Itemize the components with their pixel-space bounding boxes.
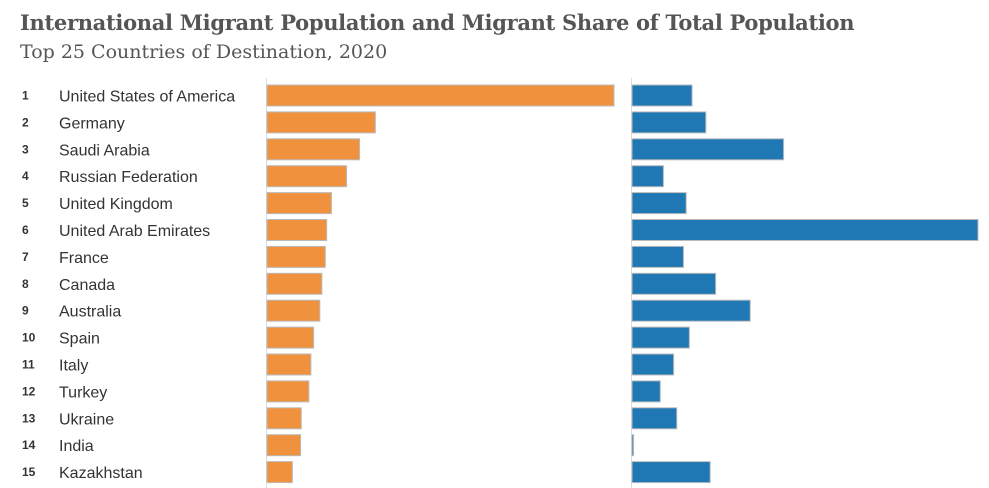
share-bar [631,138,785,161]
share-bar [631,272,717,295]
rank-label: 14 [22,438,36,452]
share-bar [631,434,635,457]
population-bar [266,461,293,484]
country-label: Russian Federation [59,169,198,186]
rank-label: 6 [22,223,29,237]
country-label: Italy [59,358,88,375]
country-label: Australia [59,304,121,321]
country-label: Canada [59,277,115,294]
share-bar [631,192,687,215]
population-bar [266,407,302,430]
population-bar [266,165,348,188]
share-bar [631,111,707,134]
population-bar [266,299,321,322]
chart-subtitle: Top 25 Countries of Destination, 2020 [20,41,388,63]
rank-label: 9 [22,304,29,318]
country-label: France [59,250,109,267]
share-bar [631,165,664,188]
country-label: Turkey [59,384,107,401]
rank-label: 15 [22,465,36,479]
rank-label: 4 [22,169,29,183]
country-label: United Arab Emirates [59,223,210,240]
population-bar [266,84,615,107]
population-bar [266,272,323,295]
rank-label: 10 [22,331,36,345]
rank-label: 12 [22,384,36,398]
population-bar [266,326,315,349]
share-bar [631,84,693,107]
country-label: Saudi Arabia [59,142,150,159]
chart-title: International Migrant Population and Mig… [20,10,855,35]
country-label: Ukraine [59,411,114,428]
share-bar [631,407,678,430]
share-bar [631,219,979,241]
population-bar [266,219,328,241]
rank-label: 13 [22,411,36,425]
rank-label: 1 [22,89,29,103]
rank-label: 11 [22,358,35,372]
population-bar [266,245,326,268]
share-bar [631,245,684,268]
population-bar [266,380,310,403]
population-bar [266,353,312,376]
country-label: United States of America [59,89,235,106]
rank-label: 2 [22,115,29,129]
rank-label: 8 [22,277,29,291]
share-bar [631,461,711,484]
share-bar [631,380,661,403]
population-bar [266,111,376,134]
rank-label: 5 [22,196,29,210]
country-label: Germany [59,115,125,132]
share-bar [631,299,751,322]
country-label: Kazakhstan [59,465,143,482]
country-label: Spain [59,331,100,348]
share-bar [631,353,675,376]
share-bar [631,326,690,349]
rank-label: 3 [22,142,29,156]
country-label: India [59,438,94,455]
population-bar [266,138,361,161]
population-bar [266,192,332,215]
country-label: United Kingdom [59,196,173,213]
population-bar [266,434,302,457]
rank-label: 7 [22,250,29,264]
